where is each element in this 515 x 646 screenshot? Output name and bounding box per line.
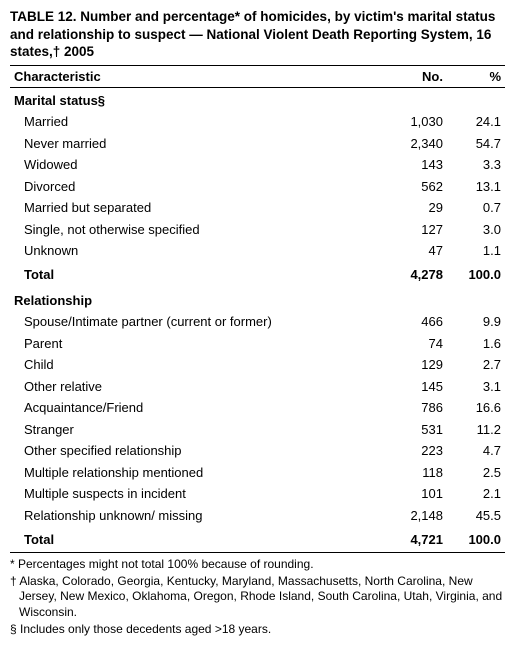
col-no: No. — [379, 65, 447, 87]
row-label: Relationship unknown/ missing — [10, 505, 379, 527]
row-label: Acquaintance/Friend — [10, 397, 379, 419]
row-pct: 9.9 — [447, 311, 505, 333]
row-pct: 54.7 — [447, 133, 505, 155]
row-pct: 2.5 — [447, 462, 505, 484]
row-label: Married — [10, 111, 379, 133]
row-no: 466 — [379, 311, 447, 333]
row-pct: 24.1 — [447, 111, 505, 133]
row-pct: 4.7 — [447, 440, 505, 462]
footnotes: * Percentages might not total 100% becau… — [10, 557, 505, 637]
row-pct: 3.3 — [447, 154, 505, 176]
row-pct: 11.2 — [447, 419, 505, 441]
row-label: Other specified relationship — [10, 440, 379, 462]
table-row: Relationship unknown/ missing2,14845.5 — [10, 505, 505, 527]
row-pct: 3.0 — [447, 219, 505, 241]
section-heading-label: Relationship — [10, 288, 379, 312]
section-heading: Relationship — [10, 288, 505, 312]
table-row: Never married2,34054.7 — [10, 133, 505, 155]
row-pct: 1.1 — [447, 240, 505, 262]
row-label: Single, not otherwise specified — [10, 219, 379, 241]
row-no: 29 — [379, 197, 447, 219]
row-label: Parent — [10, 333, 379, 355]
table-row: Married but separated290.7 — [10, 197, 505, 219]
total-row: Total4,721100.0 — [10, 527, 505, 553]
table-row: Multiple suspects in incident1012.1 — [10, 483, 505, 505]
row-pct: 1.6 — [447, 333, 505, 355]
row-no: 786 — [379, 397, 447, 419]
row-no: 143 — [379, 154, 447, 176]
table-row: Child1292.7 — [10, 354, 505, 376]
table-row: Acquaintance/Friend78616.6 — [10, 397, 505, 419]
footnote: * Percentages might not total 100% becau… — [10, 557, 505, 573]
row-label: Child — [10, 354, 379, 376]
table-body: Marital status§Married1,03024.1Never mar… — [10, 87, 505, 552]
total-pct: 100.0 — [447, 262, 505, 288]
row-no: 129 — [379, 354, 447, 376]
row-no: 47 — [379, 240, 447, 262]
row-no: 2,340 — [379, 133, 447, 155]
col-characteristic: Characteristic — [10, 65, 379, 87]
row-label: Spouse/Intimate partner (current or form… — [10, 311, 379, 333]
table-row: Unknown471.1 — [10, 240, 505, 262]
total-no: 4,278 — [379, 262, 447, 288]
row-label: Other relative — [10, 376, 379, 398]
data-table: Characteristic No. % Marital status§Marr… — [10, 65, 505, 553]
table-row: Divorced56213.1 — [10, 176, 505, 198]
table-row: Other relative1453.1 — [10, 376, 505, 398]
table-row: Stranger53111.2 — [10, 419, 505, 441]
row-no: 101 — [379, 483, 447, 505]
row-pct: 3.1 — [447, 376, 505, 398]
table-row: Other specified relationship2234.7 — [10, 440, 505, 462]
table-row: Parent741.6 — [10, 333, 505, 355]
row-no: 118 — [379, 462, 447, 484]
table-row: Single, not otherwise specified1273.0 — [10, 219, 505, 241]
header-row: Characteristic No. % — [10, 65, 505, 87]
row-no: 562 — [379, 176, 447, 198]
table-row: Multiple relationship mentioned1182.5 — [10, 462, 505, 484]
row-label: Divorced — [10, 176, 379, 198]
table-row: Widowed1433.3 — [10, 154, 505, 176]
row-no: 127 — [379, 219, 447, 241]
row-label: Multiple suspects in incident — [10, 483, 379, 505]
row-no: 2,148 — [379, 505, 447, 527]
row-pct: 0.7 — [447, 197, 505, 219]
row-pct: 16.6 — [447, 397, 505, 419]
total-no: 4,721 — [379, 527, 447, 553]
row-label: Multiple relationship mentioned — [10, 462, 379, 484]
row-label: Married but separated — [10, 197, 379, 219]
row-label: Unknown — [10, 240, 379, 262]
table-row: Married1,03024.1 — [10, 111, 505, 133]
table-row: Spouse/Intimate partner (current or form… — [10, 311, 505, 333]
section-heading: Marital status§ — [10, 87, 505, 111]
total-label: Total — [10, 527, 379, 553]
total-row: Total4,278100.0 — [10, 262, 505, 288]
section-heading-label: Marital status§ — [10, 87, 379, 111]
row-no: 223 — [379, 440, 447, 462]
row-label: Stranger — [10, 419, 379, 441]
row-no: 531 — [379, 419, 447, 441]
footnote: § Includes only those decedents aged >18… — [10, 622, 505, 638]
row-pct: 45.5 — [447, 505, 505, 527]
row-pct: 2.7 — [447, 354, 505, 376]
footnote: † Alaska, Colorado, Georgia, Kentucky, M… — [10, 574, 505, 621]
row-label: Never married — [10, 133, 379, 155]
total-pct: 100.0 — [447, 527, 505, 553]
row-pct: 2.1 — [447, 483, 505, 505]
row-pct: 13.1 — [447, 176, 505, 198]
row-label: Widowed — [10, 154, 379, 176]
row-no: 74 — [379, 333, 447, 355]
total-label: Total — [10, 262, 379, 288]
table-title: TABLE 12. Number and percentage* of homi… — [10, 8, 505, 61]
col-pct: % — [447, 65, 505, 87]
row-no: 1,030 — [379, 111, 447, 133]
row-no: 145 — [379, 376, 447, 398]
